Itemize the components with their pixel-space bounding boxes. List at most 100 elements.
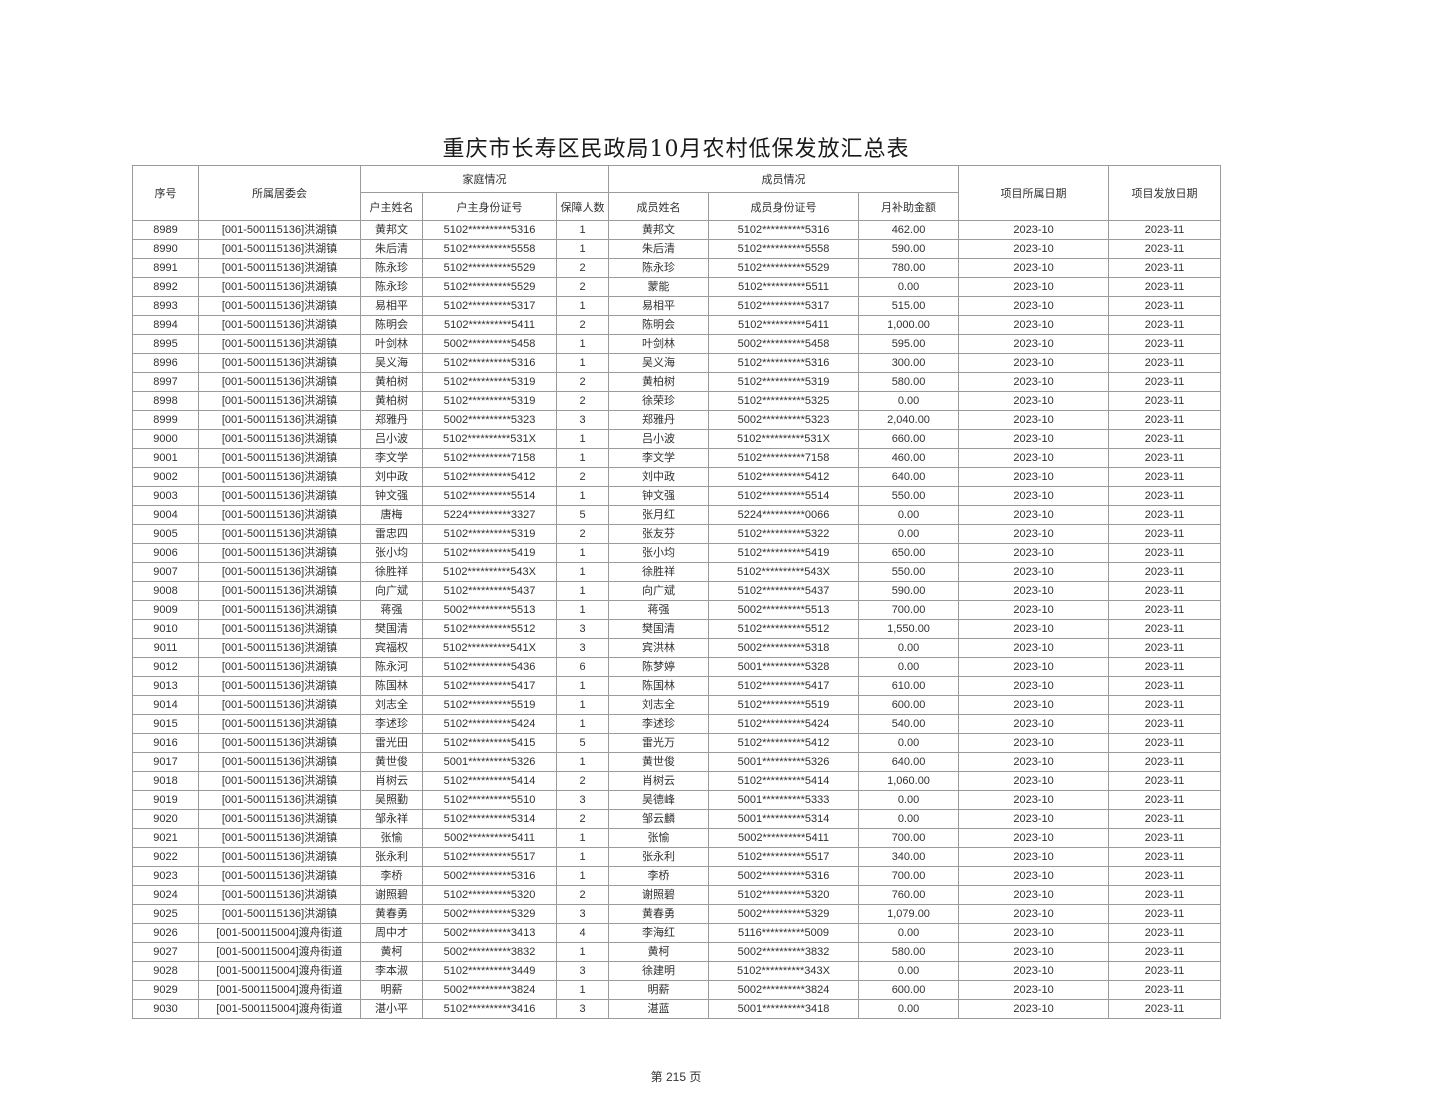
householder-id-cell: 5102**********7158: [422, 448, 557, 468]
member-id-cell: 5102**********5319: [708, 372, 860, 392]
table-row: 9012 [001-500115136]洪湖镇 陈永河 5102**********5…: [132, 657, 1222, 677]
project-month-cell: 2023-10: [958, 657, 1110, 677]
member-id-cell: 5102**********5412: [708, 733, 860, 753]
householder-name-cell: 郑雅丹: [360, 410, 423, 430]
table-row: 8998 [001-500115136]洪湖镇 黄柏树 5102**********5…: [132, 391, 1222, 411]
member-name-cell: 邹云麟: [608, 809, 710, 829]
committee-cell: [001-500115136]洪湖镇: [198, 600, 361, 620]
serial-cell: 9017: [132, 752, 199, 772]
member-id-cell: 5102**********5529: [708, 258, 860, 278]
committee-cell: [001-500115136]洪湖镇: [198, 809, 361, 829]
serial-cell: 9029: [132, 980, 199, 1000]
member-name-cell: 蒙能: [608, 277, 710, 297]
issue-month-cell: 2023-11: [1108, 714, 1222, 734]
committee-cell: [001-500115004]渡舟街道: [198, 942, 361, 962]
insured-count-cell: 2: [555, 771, 610, 791]
monthly-subsidy-cell: 590.00: [858, 239, 960, 259]
issue-month-cell: 2023-11: [1108, 486, 1222, 506]
issue-month-cell: 2023-11: [1108, 562, 1222, 582]
table-row: 9025 [001-500115136]洪湖镇 黄春勇 5002**********5…: [132, 904, 1222, 924]
table-row: 9022 [001-500115136]洪湖镇 张永利 5102**********5…: [132, 847, 1222, 867]
serial-cell: 8990: [132, 239, 199, 259]
monthly-subsidy-cell: 1,000.00: [858, 315, 960, 335]
monthly-subsidy-cell: 590.00: [858, 581, 960, 601]
committee-cell: [001-500115136]洪湖镇: [198, 220, 361, 240]
issue-month-cell: 2023-11: [1108, 733, 1222, 753]
insured-count-cell: 2: [555, 524, 610, 544]
member-id-cell: 5102**********5322: [708, 524, 860, 544]
householder-name-cell: 陈永珍: [360, 277, 423, 297]
insured-count-cell: 2: [555, 315, 610, 335]
project-month-cell: 2023-10: [958, 467, 1110, 487]
member-id-cell: 5001**********5314: [708, 809, 860, 829]
member-name-cell: 吴义海: [608, 353, 710, 373]
insured-count-cell: 1: [555, 543, 610, 563]
member-id-cell: 5102**********5414: [708, 771, 860, 791]
col-group-member: 成员情况: [608, 165, 960, 193]
serial-cell: 9025: [132, 904, 199, 924]
monthly-subsidy-cell: 1,060.00: [858, 771, 960, 791]
serial-cell: 9011: [132, 638, 199, 658]
householder-name-cell: 吕小波: [360, 429, 423, 449]
issue-month-cell: 2023-11: [1108, 790, 1222, 810]
member-id-cell: 5224**********0066: [708, 505, 860, 525]
member-name-cell: 钟文强: [608, 486, 710, 506]
member-name-cell: 张永利: [608, 847, 710, 867]
col-header-householder-id: 户主身份证号: [422, 192, 557, 221]
project-month-cell: 2023-10: [958, 714, 1110, 734]
monthly-subsidy-cell: 0.00: [858, 790, 960, 810]
committee-cell: [001-500115136]洪湖镇: [198, 885, 361, 905]
member-id-cell: 5001**********5328: [708, 657, 860, 677]
insured-count-cell: 3: [555, 790, 610, 810]
member-id-cell: 5102**********5512: [708, 619, 860, 639]
householder-name-cell: 张小均: [360, 543, 423, 563]
householder-id-cell: 5102**********5412: [422, 467, 557, 487]
serial-cell: 9028: [132, 961, 199, 981]
householder-name-cell: 陈国林: [360, 676, 423, 696]
householder-name-cell: 钟文强: [360, 486, 423, 506]
committee-cell: [001-500115136]洪湖镇: [198, 334, 361, 354]
monthly-subsidy-cell: 600.00: [858, 695, 960, 715]
table-row: 8991 [001-500115136]洪湖镇 陈永珍 5102**********5…: [132, 258, 1222, 278]
monthly-subsidy-cell: 760.00: [858, 885, 960, 905]
serial-cell: 9008: [132, 581, 199, 601]
committee-cell: [001-500115136]洪湖镇: [198, 296, 361, 316]
householder-id-cell: 5102**********5436: [422, 657, 557, 677]
serial-cell: 9007: [132, 562, 199, 582]
col-header-member-name: 成员姓名: [608, 192, 710, 221]
table-row: 9029 [001-500115004]渡舟街道 明薪 5002**********3…: [132, 980, 1222, 1000]
member-id-cell: 5002**********5513: [708, 600, 860, 620]
householder-name-cell: 樊国清: [360, 619, 423, 639]
project-month-cell: 2023-10: [958, 885, 1110, 905]
householder-id-cell: 5002**********5329: [422, 904, 557, 924]
project-month-cell: 2023-10: [958, 961, 1110, 981]
insured-count-cell: 5: [555, 733, 610, 753]
householder-name-cell: 黄柯: [360, 942, 423, 962]
committee-cell: [001-500115136]洪湖镇: [198, 828, 361, 848]
serial-cell: 9001: [132, 448, 199, 468]
householder-id-cell: 5002**********3832: [422, 942, 557, 962]
householder-name-cell: 刘中政: [360, 467, 423, 487]
committee-cell: [001-500115136]洪湖镇: [198, 904, 361, 924]
insured-count-cell: 3: [555, 961, 610, 981]
committee-cell: [001-500115004]渡舟街道: [198, 923, 361, 943]
monthly-subsidy-cell: 0.00: [858, 638, 960, 658]
serial-cell: 9016: [132, 733, 199, 753]
member-name-cell: 陈国林: [608, 676, 710, 696]
member-name-cell: 李述珍: [608, 714, 710, 734]
issue-month-cell: 2023-11: [1108, 638, 1222, 658]
householder-name-cell: 李文学: [360, 448, 423, 468]
householder-name-cell: 朱后清: [360, 239, 423, 259]
issue-month-cell: 2023-11: [1108, 353, 1222, 373]
householder-name-cell: 周中才: [360, 923, 423, 943]
monthly-subsidy-cell: 0.00: [858, 391, 960, 411]
table-row: 8997 [001-500115136]洪湖镇 黄柏树 5102**********5…: [132, 372, 1222, 392]
issue-month-cell: 2023-11: [1108, 980, 1222, 1000]
householder-id-cell: 5102**********5529: [422, 258, 557, 278]
project-month-cell: 2023-10: [958, 581, 1110, 601]
table-row: 9004 [001-500115136]洪湖镇 唐梅 5224**********33…: [132, 505, 1222, 525]
householder-name-cell: 吴照勤: [360, 790, 423, 810]
issue-month-cell: 2023-11: [1108, 410, 1222, 430]
issue-month-cell: 2023-11: [1108, 372, 1222, 392]
householder-id-cell: 5102**********531X: [422, 429, 557, 449]
